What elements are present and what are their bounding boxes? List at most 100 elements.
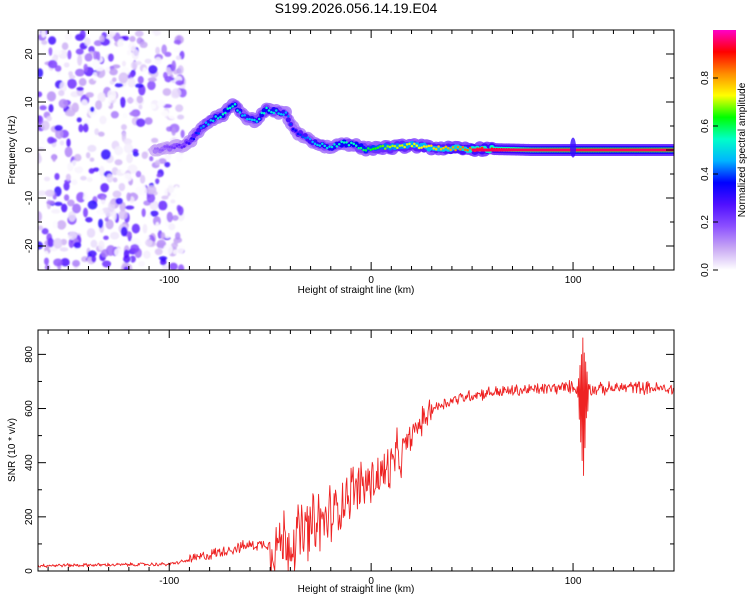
spectrogram-noise-blob: [90, 239, 98, 248]
spectrogram-noise-blob: [100, 182, 109, 193]
spectrogram-trace-point: [253, 118, 256, 122]
spectrogram-noise-blob: [68, 211, 76, 222]
spectrogram-trace-point: [277, 112, 280, 115]
spectrogram-noise-blob: [166, 211, 173, 223]
spectrogram-trace-point: [337, 142, 341, 146]
spectrogram-trace-point: [219, 115, 222, 119]
spectrogram-trace-point: [376, 146, 380, 149]
spectrogram-noise-blob: [38, 115, 44, 125]
spectrogram-noise-blob: [47, 237, 55, 248]
spectrogram-trace-point: [328, 145, 331, 148]
spectrogram-noise-blob: [129, 255, 136, 263]
spectrogram-noise-layer: [38, 30, 187, 270]
spectrogram-noise-blob: [132, 151, 139, 157]
spectrogram-noise-blob: [54, 201, 63, 207]
spectrogram-noise-blob: [119, 96, 126, 108]
spectrogram-noise-blob: [48, 104, 54, 113]
spectrogram-trace-point: [415, 144, 419, 147]
spectrogram-noise-blob: [134, 30, 144, 37]
spectrogram-noise-blob: [134, 83, 144, 88]
spectrogram-noise-blob: [54, 172, 60, 181]
spectrogram-noise-blob: [135, 118, 146, 127]
spectrogram-noise-blob: [69, 60, 74, 71]
spectrogram-x-tick-label: 0: [368, 275, 374, 286]
spectrogram-trace-point: [207, 123, 210, 126]
spectrogram-noise-blob: [114, 146, 124, 156]
spectrogram-trace-point: [347, 143, 351, 147]
spectrogram-trace-point: [265, 106, 268, 110]
spectrogram-trace-point: [156, 147, 159, 150]
spectrogram-trace-point: [209, 118, 213, 122]
spectrogram-noise-blob: [167, 185, 175, 193]
spectrogram-noise-blob: [148, 65, 158, 75]
spectrogram-noise-blob: [147, 80, 156, 91]
spectrogram-trace-point: [430, 144, 433, 148]
spectrogram-noise-blob: [105, 245, 116, 256]
spectrogram-trace-point: [248, 118, 251, 121]
spectrogram-noise-blob: [112, 262, 119, 270]
spectrogram-trace-point: [299, 133, 302, 137]
spectrogram-trace-point: [283, 111, 289, 117]
spectrogram-noise-blob: [61, 203, 68, 213]
spectrogram-noise-blob: [171, 60, 176, 72]
spectrogram-noise-blob: [146, 193, 156, 203]
spectrogram-noise-blob: [168, 223, 176, 231]
spectrogram-noise-blob: [38, 142, 42, 148]
spectrogram-noise-blob: [144, 58, 152, 64]
spectrogram-y-tick-label: -20: [24, 238, 35, 253]
spectrogram-trace-point: [165, 145, 169, 148]
spectrogram-noise-blob: [123, 138, 133, 145]
spectrogram-noise-blob: [58, 89, 65, 97]
spectrogram-noise-blob: [45, 189, 55, 197]
spectrogram-noise-blob: [38, 241, 44, 250]
snr-series-line: [38, 337, 674, 571]
spectrogram-trace-point: [466, 149, 469, 152]
spectrogram-trace-point: [444, 145, 448, 149]
spectrogram-noise-blob: [38, 190, 47, 196]
spectrogram-trace-point: [291, 128, 295, 131]
spectrogram-noise-blob: [161, 44, 167, 55]
spectrogram-trace-point: [182, 145, 186, 148]
spectrogram-noise-blob: [176, 244, 185, 255]
snr-y-tick-label: 0: [24, 568, 35, 574]
spectrogram-noise-blob: [68, 71, 73, 77]
spectrogram-noise-blob: [87, 250, 97, 258]
spectrogram-noise-blob: [130, 61, 138, 70]
spectrogram-noise-blob: [166, 69, 173, 76]
spectrogram-trace-point: [238, 111, 242, 114]
spectrogram-trace-point: [325, 146, 329, 150]
spectrogram-noise-blob: [120, 166, 127, 174]
spectrogram-trace-point: [350, 141, 353, 145]
spectrogram-noise-blob: [38, 211, 43, 222]
spectrogram-noise-blob: [171, 127, 176, 136]
spectrogram-noise-blob: [155, 221, 160, 231]
spectrogram-trace-point: [432, 147, 435, 150]
spectrogram-trace-point: [204, 121, 208, 124]
spectrogram-noise-blob: [180, 129, 185, 139]
spectrogram-noise-blob: [164, 51, 172, 57]
spectrogram-noise-blob: [88, 168, 95, 174]
spectrogram-noise-blob: [38, 154, 42, 164]
spectrogram-noise-blob: [53, 258, 63, 267]
spectrogram-y-tick-label: 20: [24, 48, 35, 60]
spectrogram-noise-blob: [63, 181, 70, 191]
spectrogram-trace-point: [468, 146, 472, 150]
spectrogram-trace-point: [274, 109, 278, 112]
spectrogram-noise-blob: [163, 71, 168, 79]
spectrogram-noise-blob: [126, 49, 132, 56]
spectrogram-trace-point: [237, 108, 243, 114]
colorbar-tick-label: 0.6: [700, 119, 711, 133]
spectrogram-noise-blob: [112, 64, 121, 69]
spectrogram-noise-blob: [123, 266, 130, 270]
spectrogram-noise-blob: [79, 222, 87, 228]
spectrogram-noise-blob: [59, 81, 67, 93]
spectrogram-trace-point: [262, 112, 266, 115]
spectrogram-noise-blob: [146, 185, 157, 195]
spectrogram-trace-point: [388, 145, 392, 149]
spectrogram-noise-blob: [101, 123, 109, 134]
spectrogram-trace-point: [364, 149, 368, 152]
colorbar-tick-label: 0.8: [700, 71, 711, 85]
spectrogram-noise-blob: [86, 177, 93, 183]
